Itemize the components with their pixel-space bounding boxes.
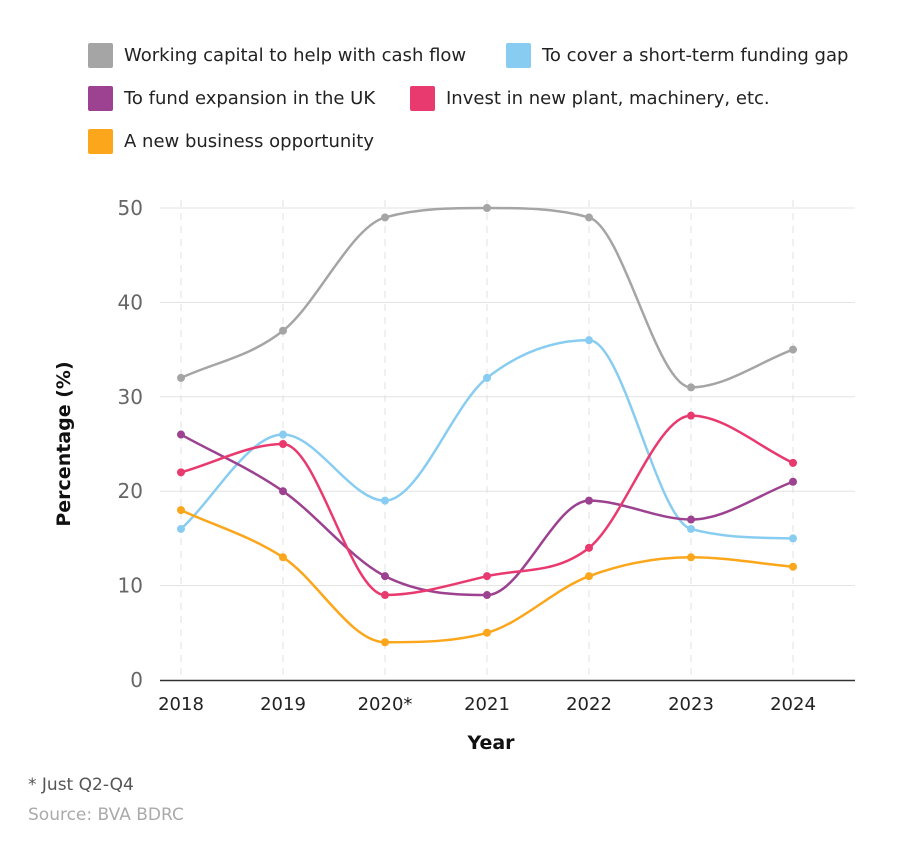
data-point [279, 326, 287, 335]
data-point [585, 336, 593, 345]
y-tick-label: 40 [118, 290, 143, 314]
data-point [483, 628, 491, 637]
legend-label: To cover a short-term funding gap [542, 45, 849, 66]
legend-item: To cover a short-term funding gap [506, 43, 848, 68]
y-tick-label: 10 [118, 574, 143, 598]
data-point [177, 468, 185, 477]
x-tick-label: 2022 [566, 694, 612, 715]
data-point [789, 458, 797, 467]
legend-label: Invest in new plant, machinery, etc. [446, 88, 770, 109]
data-point [687, 524, 695, 533]
data-point [789, 345, 797, 354]
x-tick-label: 2023 [668, 694, 714, 715]
data-point [381, 496, 389, 505]
x-axis-title: Year [466, 732, 515, 754]
series-0 [177, 204, 797, 392]
series-2 [177, 430, 797, 600]
legend-swatch [88, 129, 113, 154]
legend-swatch [506, 43, 531, 68]
legend-label: Working capital to help with cash flow [124, 45, 467, 66]
series-4 [177, 506, 797, 647]
legend-item: To fund expansion in the UK [88, 86, 375, 111]
data-point [279, 553, 287, 562]
x-tick-label: 2019 [260, 694, 306, 715]
data-point [177, 373, 185, 382]
legend-swatch [88, 86, 113, 111]
data-point [177, 524, 185, 533]
data-point [585, 543, 593, 552]
x-tick-label: 2021 [464, 694, 510, 715]
data-point [381, 572, 389, 581]
x-tick-label: 2020* [358, 694, 413, 715]
data-point [687, 411, 695, 420]
y-tick-label: 50 [118, 196, 143, 220]
data-point [483, 572, 491, 581]
data-point [687, 383, 695, 392]
data-point [585, 572, 593, 581]
legend-item: Invest in new plant, machinery, etc. [410, 86, 770, 111]
data-point [483, 591, 491, 600]
data-point [279, 440, 287, 448]
y-tick-label: 20 [118, 479, 143, 503]
source: Source: BVA BDRC [28, 805, 184, 825]
legend-item: A new business opportunity [88, 129, 374, 154]
y-tick-label: 30 [118, 385, 143, 409]
legend-swatch [88, 43, 113, 68]
series-3 [177, 411, 797, 600]
data-point [381, 213, 389, 222]
data-point [687, 553, 695, 562]
y-tick-label: 0 [130, 668, 143, 692]
series-1 [177, 336, 797, 543]
data-point [381, 638, 389, 647]
legend-label: A new business opportunity [124, 131, 374, 152]
data-point [585, 213, 593, 222]
data-point [789, 562, 797, 571]
data-point [483, 373, 491, 382]
legend-item: Working capital to help with cash flow [88, 43, 466, 68]
data-point [789, 477, 797, 486]
x-tick-label: 2024 [770, 694, 816, 715]
footnote: * Just Q2-Q4 [28, 775, 134, 795]
legend-label: To fund expansion in the UK [124, 88, 376, 109]
data-point [279, 487, 287, 496]
data-point [381, 591, 389, 600]
data-point [177, 430, 185, 439]
data-point [177, 506, 185, 515]
data-point [585, 496, 593, 505]
y-axis-title: Percentage (%) [53, 361, 75, 526]
data-point [483, 204, 491, 212]
legend-swatch [410, 86, 435, 111]
data-point [789, 534, 797, 543]
data-point [687, 515, 695, 524]
x-tick-label: 2018 [158, 694, 204, 715]
data-point [279, 430, 287, 439]
